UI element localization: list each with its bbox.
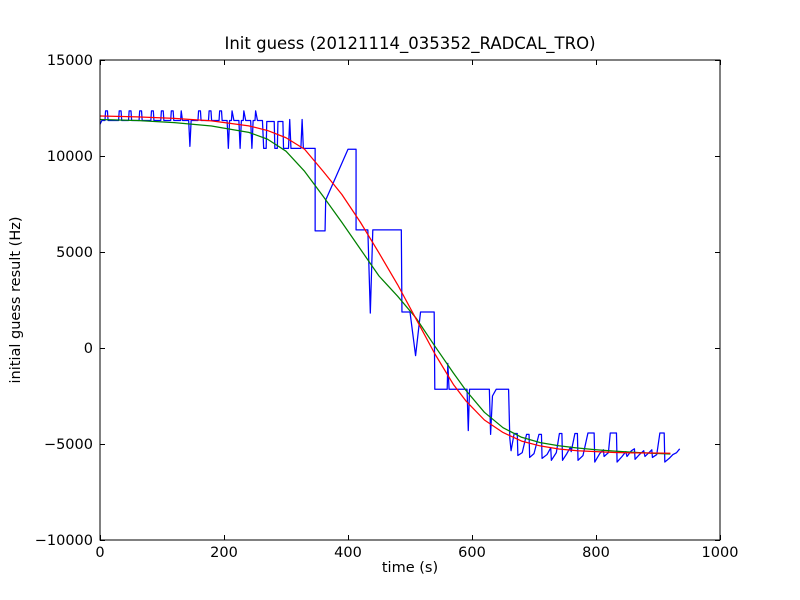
y-tick-label: 0 bbox=[84, 341, 93, 357]
y-axis-label: initial guess result (Hz) bbox=[8, 216, 24, 384]
y-tick-label: 15000 bbox=[47, 53, 93, 69]
x-tick-label: 800 bbox=[582, 545, 610, 561]
x-tick-label: 200 bbox=[210, 545, 238, 561]
series-line-red-fit-curve bbox=[99, 115, 671, 454]
y-tick-label: −5000 bbox=[44, 437, 93, 453]
plot-frame bbox=[99, 59, 721, 541]
series-line-green-fit-curve bbox=[99, 118, 671, 455]
y-tick-label: 5000 bbox=[56, 245, 93, 261]
plot-background bbox=[100, 60, 720, 540]
series-line-blue-noisy-data bbox=[99, 110, 681, 463]
y-tick-label: −10000 bbox=[35, 533, 93, 549]
x-tick-label: 1000 bbox=[702, 545, 739, 561]
chart-title: Init guess (20121114_035352_RADCAL_TRO) bbox=[224, 34, 596, 53]
x-tick-label: 400 bbox=[334, 545, 362, 561]
y-tick-label: 10000 bbox=[47, 149, 93, 165]
x-tick-label: 0 bbox=[95, 545, 104, 561]
x-tick-label: 600 bbox=[458, 545, 486, 561]
x-axis-label: time (s) bbox=[381, 560, 439, 576]
